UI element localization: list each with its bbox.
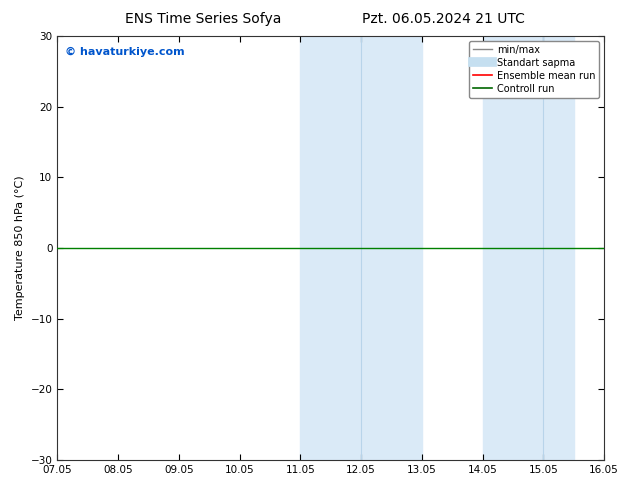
Y-axis label: Temperature 850 hPa (°C): Temperature 850 hPa (°C)	[15, 176, 25, 320]
Legend: min/max, Standart sapma, Ensemble mean run, Controll run: min/max, Standart sapma, Ensemble mean r…	[469, 41, 599, 98]
Bar	[301, 36, 422, 460]
Text: © havaturkiye.com: © havaturkiye.com	[65, 47, 185, 57]
Bar	[482, 36, 574, 460]
Text: Pzt. 06.05.2024 21 UTC: Pzt. 06.05.2024 21 UTC	[363, 12, 525, 26]
Text: ENS Time Series Sofya: ENS Time Series Sofya	[125, 12, 281, 26]
